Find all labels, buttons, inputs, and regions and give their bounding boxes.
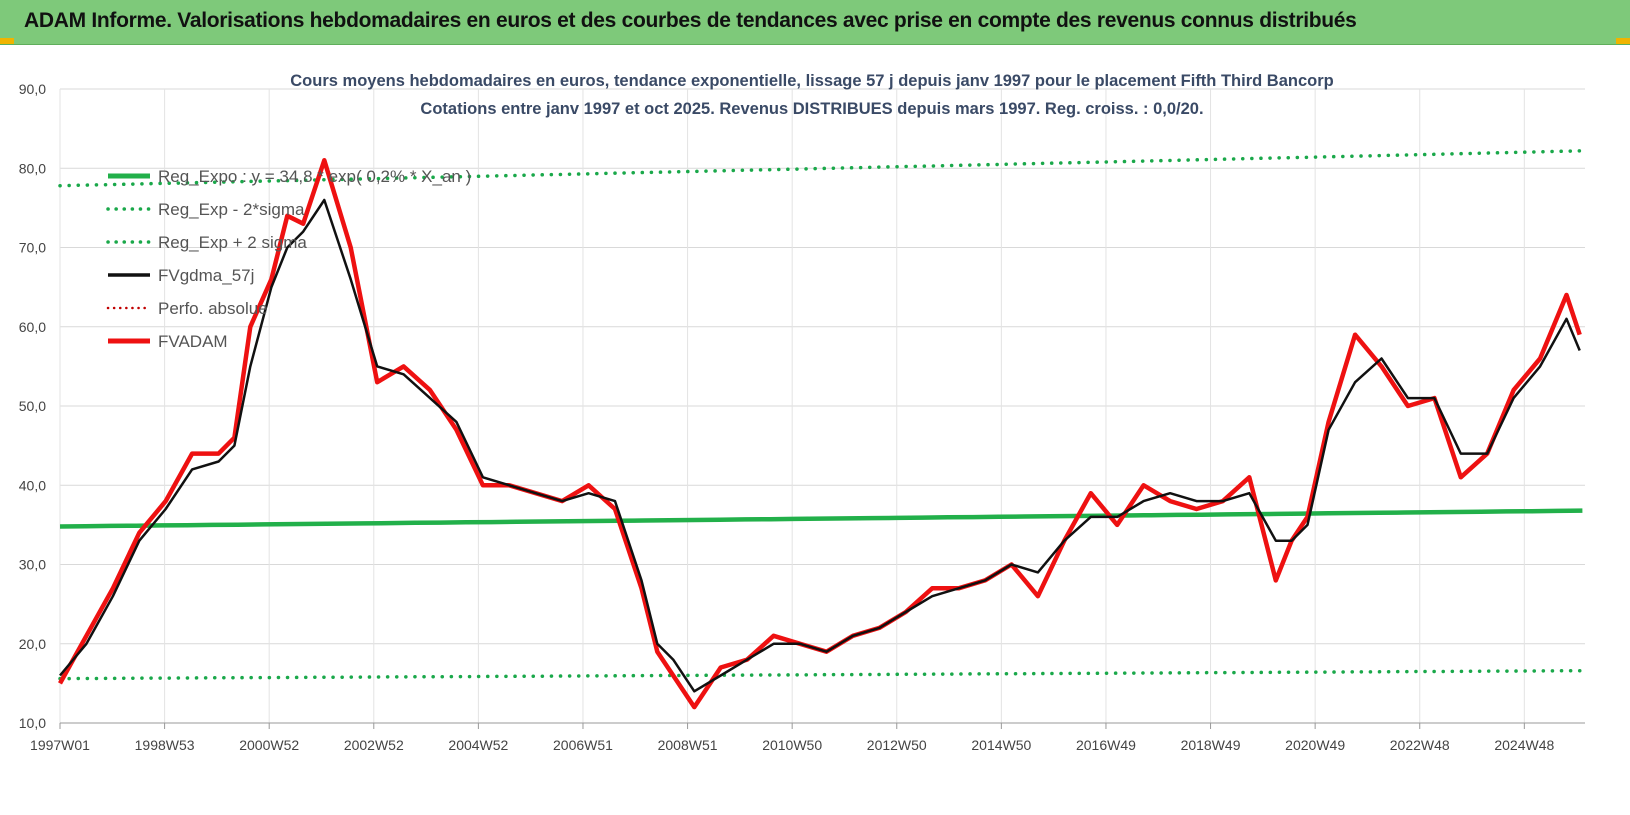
series-reg-exp-plus-2sigma — [58, 149, 1585, 188]
chart-subtitle: Cotations entre janv 1997 et oct 2025. R… — [420, 100, 1203, 118]
legend-label: FVADAM — [158, 332, 228, 351]
y-tick-label: 90,0 — [19, 81, 46, 97]
x-tick-label: 1998W53 — [135, 737, 195, 753]
series-reg-expo — [59, 508, 1583, 529]
x-tick-label: 2004W52 — [448, 737, 508, 753]
corner-mark-left — [0, 38, 14, 44]
grid — [59, 88, 1585, 724]
x-axis-ticks: 1997W01 1998W53 2000W52 2002W52 2004W52 2006W… — [30, 723, 1555, 753]
legend: Reg_Expo : y = 34,8 * exp( 0,2% * X_an )… — [106, 167, 471, 351]
x-tick-label: 2006W51 — [553, 737, 613, 753]
legend-label: Reg_Exp + 2 sigma — [158, 233, 307, 252]
y-tick-label: 20,0 — [19, 636, 46, 652]
series-fvgdma-57j — [59, 198, 1581, 693]
x-tick-label: 2020W49 — [1285, 737, 1345, 753]
y-tick-label: 60,0 — [19, 319, 46, 335]
x-tick-label: 2010W50 — [762, 737, 822, 753]
x-tick-label: 2002W52 — [344, 737, 404, 753]
legend-label: Reg_Exp - 2*sigma — [158, 200, 305, 219]
y-tick-label: 10,0 — [19, 715, 46, 731]
legend-label: Perfo. absolue — [158, 299, 268, 318]
x-tick-label: 2008W51 — [658, 737, 718, 753]
corner-mark-right — [1616, 38, 1630, 44]
legend-label: FVgdma_57j — [158, 266, 254, 285]
y-tick-label: 80,0 — [19, 160, 46, 176]
series-layer — [58, 149, 1585, 710]
legend-label: Reg_Expo : y = 34,8 * exp( 0,2% * X_an ) — [158, 167, 471, 186]
series-reg-exp-minus-2sigma — [58, 668, 1585, 681]
chart-title: Cours moyens hebdomadaires en euros, ten… — [290, 72, 1333, 90]
x-tick-label: 2018W49 — [1181, 737, 1241, 753]
x-tick-label: 2000W52 — [239, 737, 299, 753]
x-tick-label: 2024W48 — [1494, 737, 1554, 753]
y-axis-ticks: 10,0 20,0 30,0 40,0 50,0 60,0 70,0 80,0 90,0 — [19, 81, 46, 731]
y-tick-label: 50,0 — [19, 398, 46, 414]
banner-title: ADAM Informe. Valorisations hebdomadaire… — [24, 9, 1357, 32]
x-tick-label: 1997W01 — [30, 737, 90, 753]
y-tick-label: 30,0 — [19, 557, 46, 573]
y-tick-label: 40,0 — [19, 477, 46, 493]
x-tick-label: 2014W50 — [971, 737, 1031, 753]
banner: ADAM Informe. Valorisations hebdomadaire… — [0, 0, 1630, 45]
chart-background — [0, 46, 1630, 815]
y-tick-label: 70,0 — [19, 240, 46, 256]
chart: 10,0 20,0 30,0 40,0 50,0 60,0 70,0 80,0 90,0 199… — [0, 46, 1630, 815]
x-tick-label: 2016W49 — [1076, 737, 1136, 753]
x-tick-label: 2012W50 — [867, 737, 927, 753]
x-tick-label: 2022W48 — [1390, 737, 1450, 753]
